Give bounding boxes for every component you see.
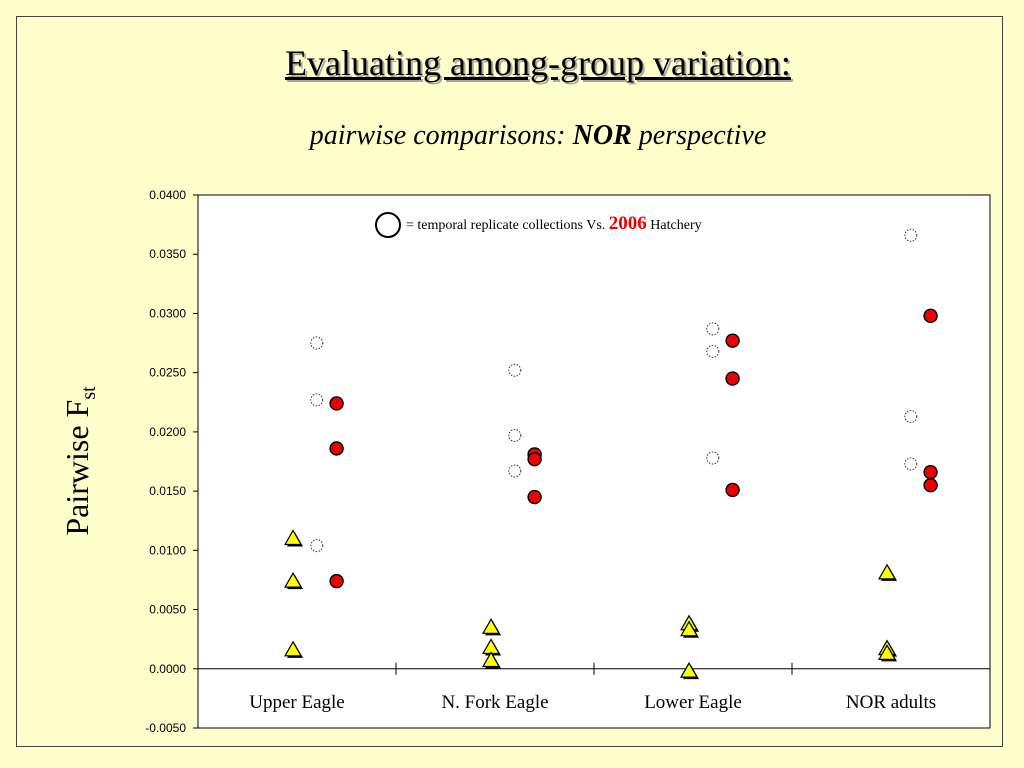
red-circle-point: [527, 451, 542, 467]
red-circle-point: [725, 482, 740, 498]
y-axis: -0.0050 0.0000 0.0050 0.0100 0.0150 0.0200 0.0…: [145, 188, 198, 735]
y-tick-label: 0.0350: [149, 247, 186, 261]
category-label: N. Fork Eagle: [441, 692, 548, 713]
triangle-point: [284, 640, 303, 657]
x-axis: Upper Eagle N. Fork Eagle Lower Eagle NOR a…: [197, 662, 991, 713]
y-tick-label: 0.0200: [149, 425, 186, 439]
y-tick-label: 0.0050: [149, 603, 186, 617]
red-circle-point: [923, 464, 938, 480]
triangle-point: [482, 651, 501, 668]
triangle-point: [680, 661, 699, 678]
open-circle-point: [904, 228, 918, 242]
slide-subtitle: pairwise comparisons: NOR perspective: [309, 120, 767, 151]
open-circle-point: [508, 363, 522, 377]
open-circle-point: [310, 539, 324, 553]
red-circle-point: [329, 441, 344, 456]
chart-marks: [284, 228, 938, 680]
triangle-point: [284, 529, 303, 546]
open-circle-point: [904, 457, 918, 471]
category-label: Upper Eagle: [249, 692, 344, 713]
slide-frame: [16, 16, 1003, 747]
category-label: Lower Eagle: [644, 692, 742, 713]
open-circle-point: [904, 409, 918, 423]
legend: = temporal replicate collections Vs. 200…: [375, 212, 702, 238]
open-circle-point: [310, 393, 324, 407]
triangle-point: [878, 644, 897, 660]
legend-highlight: 2006: [609, 213, 647, 234]
slide-title: Evaluating among-group variation:: [285, 43, 791, 83]
y-tick-label: 0.0000: [149, 662, 186, 676]
y-tick-label: -0.0050: [145, 721, 186, 735]
open-circle-point: [706, 322, 720, 336]
red-circle-point: [329, 573, 344, 589]
y-tick-label: 0.0400: [149, 188, 186, 202]
y-tick-label: 0.0100: [149, 543, 186, 557]
plot-area: [197, 194, 991, 729]
legend-text: = temporal replicate collections Vs. 200…: [406, 213, 702, 234]
red-circle-point: [725, 333, 740, 348]
open-circle-point: [706, 451, 720, 465]
red-circle-point: [329, 396, 344, 411]
legend-circle-icon: [375, 212, 401, 238]
red-circle-point: [923, 308, 938, 324]
y-tick-label: 0.0250: [149, 366, 186, 380]
open-circle-point: [508, 428, 522, 442]
red-circle-point: [923, 477, 938, 493]
open-circle-point: [508, 464, 522, 478]
category-label: NOR adults: [846, 692, 936, 713]
triangle-point: [680, 620, 699, 637]
triangle-point: [284, 571, 303, 588]
subtitle-bold-term: NOR: [572, 120, 632, 151]
red-circle-point: [725, 371, 740, 386]
open-circle-point: [310, 336, 324, 350]
red-circle-point: [527, 489, 542, 505]
open-circle-point: [706, 344, 720, 358]
y-tick-label: 0.0300: [149, 306, 186, 320]
y-tick-label: 0.0150: [149, 484, 186, 498]
triangle-point: [482, 618, 501, 634]
triangle-point: [878, 563, 897, 580]
